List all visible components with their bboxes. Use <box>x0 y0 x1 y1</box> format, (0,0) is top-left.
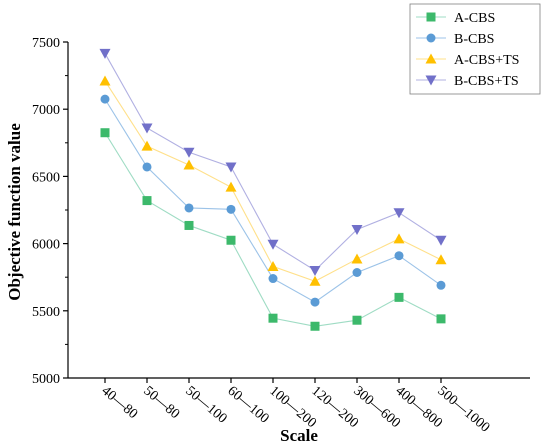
y-tick-label: 6000 <box>32 238 60 253</box>
data-point <box>393 208 405 219</box>
x-tick-label: 50—100 <box>182 384 229 427</box>
legend-label: B-CBS+TS <box>454 74 519 89</box>
data-point <box>309 275 321 286</box>
y-tick-label: 7500 <box>32 36 60 51</box>
data-point <box>309 265 321 276</box>
series-markers <box>99 48 447 331</box>
data-point <box>436 314 446 324</box>
x-axis-title: Scale <box>280 426 318 445</box>
y-tick-label: 5000 <box>32 372 60 387</box>
data-point <box>310 321 320 331</box>
data-point <box>394 251 404 261</box>
legend-marker <box>426 33 436 43</box>
x-tick-label: 60—100 <box>224 384 271 427</box>
data-point <box>226 204 236 214</box>
legend-marker <box>426 12 436 22</box>
data-point <box>141 123 153 134</box>
legend-label: A-CBS+TS <box>454 53 519 68</box>
legend-marker <box>425 75 437 86</box>
data-point <box>351 224 363 235</box>
data-point <box>435 254 447 265</box>
data-point <box>99 48 111 59</box>
data-point <box>184 220 194 230</box>
data-point <box>351 253 363 264</box>
x-tick-label: 50—80 <box>140 384 182 422</box>
series-line <box>104 98 442 303</box>
data-point <box>142 196 152 206</box>
y-tick-label: 7000 <box>32 103 60 118</box>
x-tick-label: 500—1000 <box>434 384 492 436</box>
data-point <box>99 75 111 86</box>
data-point <box>226 235 236 245</box>
data-point <box>268 274 278 284</box>
y-axis-ticks: 5000 5500 6000 6500 7000 7500 <box>32 36 68 387</box>
data-point <box>100 94 110 104</box>
data-point <box>310 297 320 307</box>
series-lines <box>104 53 442 327</box>
data-point <box>142 162 152 172</box>
data-point <box>352 267 362 277</box>
y-axis-title: Objective function value <box>5 123 24 301</box>
x-tick-label: 40—80 <box>98 384 140 422</box>
legend: A-CBS B-CBS A-CBS+TS B-CBS+TS <box>409 3 541 95</box>
data-point <box>352 315 362 325</box>
legend-label: B-CBS <box>454 32 494 47</box>
y-tick-label: 5500 <box>32 305 60 320</box>
legend-marker <box>425 53 437 64</box>
data-point <box>267 260 279 271</box>
series-line <box>104 80 442 282</box>
data-point <box>436 280 446 290</box>
data-point <box>435 235 447 246</box>
data-point <box>225 162 237 173</box>
data-point <box>225 181 237 192</box>
data-point <box>393 233 405 244</box>
data-point <box>183 147 195 158</box>
data-point <box>267 239 279 250</box>
data-point <box>394 292 404 302</box>
data-point <box>141 140 153 151</box>
data-point <box>183 159 195 170</box>
series-line <box>104 53 442 272</box>
legend-label: A-CBS <box>454 11 495 26</box>
series-line <box>104 132 442 327</box>
data-point <box>268 313 278 323</box>
data-point <box>100 128 110 138</box>
data-point <box>184 203 194 213</box>
y-tick-label: 6500 <box>32 170 60 185</box>
